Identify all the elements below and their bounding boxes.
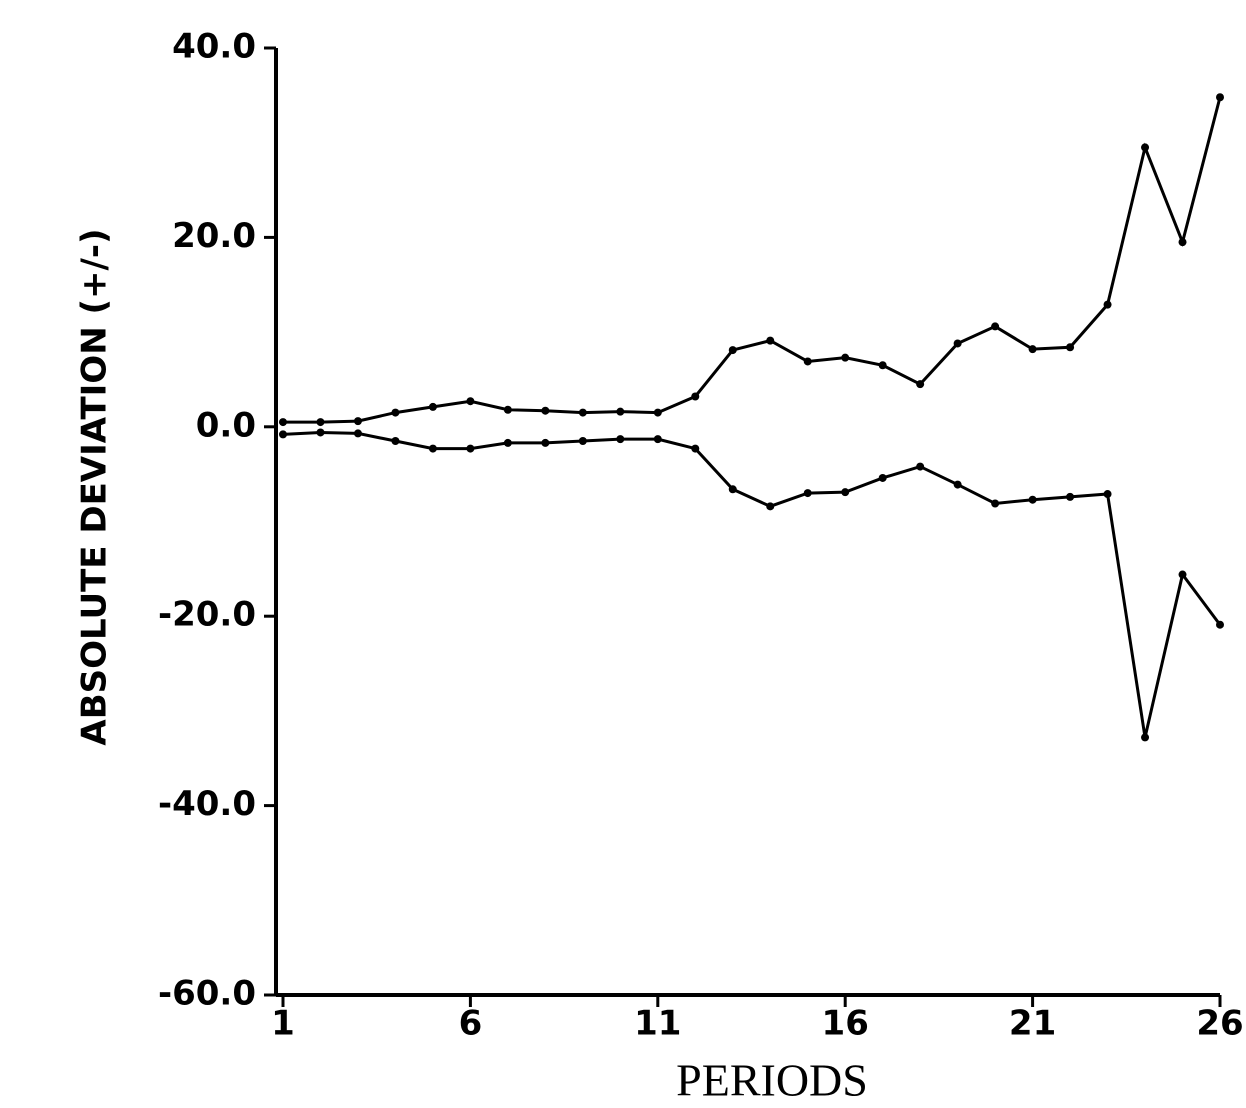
point xyxy=(1216,93,1224,102)
point xyxy=(541,406,550,415)
point xyxy=(991,322,1000,331)
point xyxy=(653,435,662,444)
point xyxy=(991,499,1000,508)
point xyxy=(766,336,775,345)
point xyxy=(916,380,925,389)
point xyxy=(691,444,700,453)
x-tick-label: 6 xyxy=(459,1004,483,1044)
point xyxy=(953,339,962,348)
series-line xyxy=(282,430,1222,738)
y-tick-label: 20.0 xyxy=(172,216,256,256)
x-tick-label: 21 xyxy=(1009,1004,1056,1044)
point xyxy=(279,418,287,427)
point xyxy=(878,361,887,370)
point xyxy=(428,444,437,453)
y-axis-label: ABSOLUTE DEVIATION (+/-) xyxy=(75,228,115,745)
point xyxy=(1103,490,1112,499)
point xyxy=(803,357,812,366)
point xyxy=(653,408,662,417)
point xyxy=(1141,143,1150,152)
point xyxy=(691,392,700,401)
x-axis-label: PERIODS xyxy=(676,1055,868,1106)
point xyxy=(503,405,512,414)
point xyxy=(916,462,925,471)
point xyxy=(353,417,362,426)
point xyxy=(1216,620,1224,629)
y-tick-label: 0.0 xyxy=(196,405,256,445)
point xyxy=(841,353,850,362)
point xyxy=(616,407,625,416)
point xyxy=(466,397,475,406)
point xyxy=(279,430,287,439)
point xyxy=(391,408,400,417)
point xyxy=(841,488,850,497)
point xyxy=(316,428,325,437)
point xyxy=(1028,495,1037,504)
point xyxy=(1141,733,1150,742)
series-line xyxy=(283,96,1222,424)
point xyxy=(953,480,962,489)
x-tick-label: 1 xyxy=(271,1004,295,1044)
x-tick-label: 11 xyxy=(634,1004,681,1044)
point xyxy=(1178,238,1187,247)
point xyxy=(1066,492,1075,501)
point xyxy=(578,437,587,446)
y-tick-label: -20.0 xyxy=(158,595,256,635)
point xyxy=(316,418,325,427)
point xyxy=(1178,570,1187,579)
point xyxy=(428,402,437,411)
point xyxy=(728,485,737,494)
point xyxy=(541,438,550,447)
point xyxy=(503,438,512,447)
point xyxy=(878,473,887,482)
y-tick-label: 40.0 xyxy=(172,27,256,67)
point xyxy=(466,444,475,453)
x-tick-label: 26 xyxy=(1196,1004,1243,1044)
point xyxy=(616,435,625,444)
point xyxy=(353,429,362,438)
point xyxy=(1066,343,1075,352)
y-tick-label: -40.0 xyxy=(158,784,256,824)
point xyxy=(391,437,400,446)
point xyxy=(803,489,812,498)
point xyxy=(766,502,775,511)
point xyxy=(578,408,587,417)
y-tick-label: -60.0 xyxy=(158,974,256,1014)
point xyxy=(1028,345,1037,354)
point xyxy=(728,346,737,355)
x-tick-label: 16 xyxy=(822,1004,869,1044)
point xyxy=(1103,300,1112,309)
